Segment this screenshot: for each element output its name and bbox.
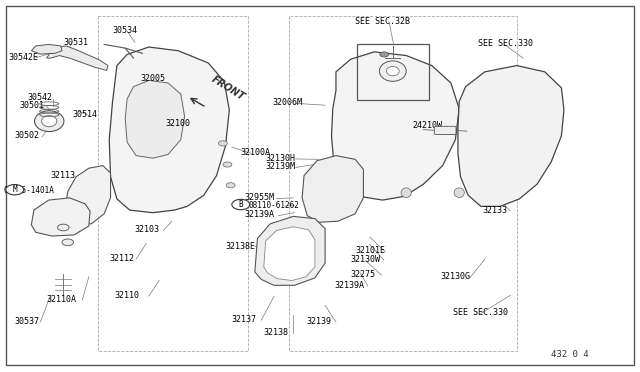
Text: 32006M: 32006M	[272, 98, 302, 107]
Text: 32133: 32133	[483, 206, 508, 215]
FancyBboxPatch shape	[435, 126, 456, 135]
Text: 30542E: 30542E	[8, 52, 38, 61]
Text: 32005: 32005	[140, 74, 165, 83]
Ellipse shape	[42, 116, 57, 127]
Circle shape	[232, 199, 250, 210]
Text: 32138: 32138	[264, 328, 289, 337]
Text: 32139A: 32139A	[334, 281, 364, 290]
Text: 32130G: 32130G	[440, 272, 470, 281]
Polygon shape	[255, 217, 325, 285]
Text: FRONT: FRONT	[210, 75, 247, 103]
Text: SEE SEC.32B: SEE SEC.32B	[355, 17, 410, 26]
Text: M: M	[12, 185, 17, 194]
Text: 32138E: 32138E	[225, 241, 255, 250]
Circle shape	[226, 183, 235, 188]
Text: 08110-61262: 08110-61262	[248, 201, 300, 210]
Circle shape	[58, 224, 69, 231]
Text: 432 0 4: 432 0 4	[550, 350, 588, 359]
Circle shape	[62, 239, 74, 246]
Text: 32139M: 32139M	[266, 162, 296, 171]
Text: 32103: 32103	[135, 225, 160, 234]
Text: 32113: 32113	[51, 171, 76, 180]
Text: B: B	[239, 200, 243, 209]
Text: 32275: 32275	[351, 270, 376, 279]
Circle shape	[380, 52, 388, 57]
Text: 32112: 32112	[109, 254, 134, 263]
Ellipse shape	[454, 188, 465, 198]
Polygon shape	[458, 65, 564, 206]
Circle shape	[6, 185, 24, 195]
Text: 30542: 30542	[28, 93, 52, 102]
Text: SEE SEC.330: SEE SEC.330	[453, 308, 508, 317]
Text: 32139: 32139	[306, 317, 331, 326]
Text: 32130H: 32130H	[266, 154, 296, 163]
Ellipse shape	[380, 61, 406, 81]
Text: SEE SEC.330: SEE SEC.330	[478, 39, 533, 48]
Text: 30534: 30534	[113, 26, 138, 35]
Polygon shape	[125, 80, 184, 158]
Polygon shape	[31, 44, 62, 54]
Text: 32955M: 32955M	[244, 193, 275, 202]
Text: 30514: 30514	[72, 110, 97, 119]
Polygon shape	[65, 166, 111, 225]
Text: 32137: 32137	[232, 315, 257, 324]
Text: 32110: 32110	[115, 291, 140, 300]
Polygon shape	[332, 52, 460, 200]
Circle shape	[223, 162, 232, 167]
Text: 32110A: 32110A	[47, 295, 77, 304]
Ellipse shape	[35, 111, 64, 132]
Circle shape	[218, 141, 227, 146]
Text: 32139A: 32139A	[244, 211, 275, 219]
Text: 24210W: 24210W	[413, 122, 443, 131]
Polygon shape	[109, 47, 229, 213]
Polygon shape	[31, 198, 90, 236]
Ellipse shape	[387, 67, 399, 76]
Text: 32130W: 32130W	[351, 255, 381, 264]
Text: 32100A: 32100A	[240, 148, 270, 157]
Text: 32101E: 32101E	[355, 246, 385, 255]
Text: 32100: 32100	[166, 119, 191, 128]
Text: 30531: 30531	[63, 38, 88, 47]
Text: 30501: 30501	[20, 101, 45, 110]
Ellipse shape	[401, 188, 412, 198]
Bar	[357, 44, 429, 100]
Text: 30502: 30502	[15, 131, 40, 141]
Text: 30537: 30537	[15, 317, 40, 326]
Text: 08915-1401A: 08915-1401A	[4, 186, 55, 195]
Polygon shape	[47, 46, 108, 70]
Polygon shape	[302, 155, 364, 222]
Polygon shape	[264, 227, 315, 280]
